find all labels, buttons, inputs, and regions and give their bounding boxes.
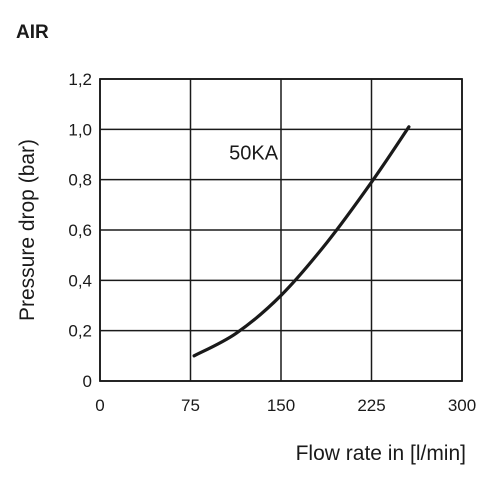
x-tick-label-1: 75: [181, 396, 200, 415]
y-tick-label-2: 0,4: [68, 271, 92, 290]
grid: [99, 78, 463, 382]
y-tick-label-3: 0,6: [68, 221, 92, 240]
x-axis-label: Flow rate in [l/min]: [296, 442, 466, 465]
plot-frame: [99, 78, 463, 382]
y-tick-label-6: 1,2: [68, 70, 92, 89]
y-axis-label: Pressure drop (bar): [16, 139, 39, 321]
x-tick-label-4: 300: [448, 396, 476, 415]
y-tick-label-4: 0,8: [68, 171, 92, 190]
series-line-0: [192, 125, 411, 358]
x-tick-label-2: 150: [267, 396, 295, 415]
x-tick-label-3: 225: [357, 396, 385, 415]
series: 50KA: [192, 125, 411, 358]
series-label-0: 50KA: [229, 143, 279, 165]
y-tick-label-1: 0,2: [68, 322, 92, 341]
chart-title: AIR: [16, 22, 49, 43]
x-tick-label-0: 0: [95, 396, 104, 415]
y-tick-label-0: 0: [83, 372, 92, 391]
axis-ticks: 0 75 150 225 300 0 0,2 0,4 0,6 0,8 1,0 1,2: [68, 70, 476, 415]
y-tick-label-5: 1,0: [68, 120, 92, 139]
